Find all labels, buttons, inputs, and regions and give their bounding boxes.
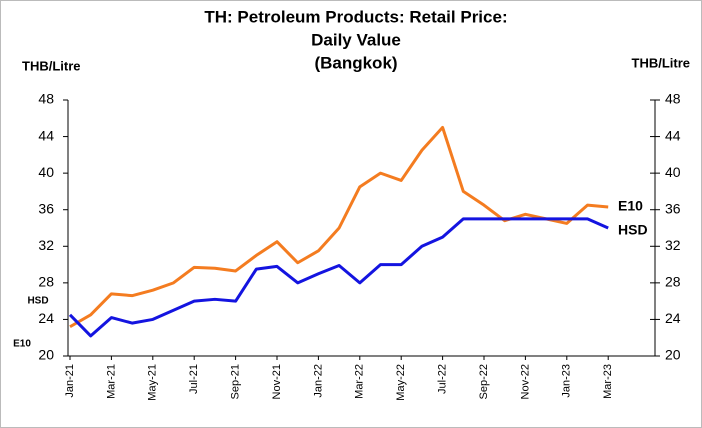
y-tick-label: 48: [38, 91, 54, 107]
y-tick-label: 32: [38, 237, 54, 253]
series-label: E10: [618, 198, 643, 214]
y-tick-label: 20: [38, 347, 54, 363]
x-tick-label: Mar-22: [354, 364, 366, 399]
y2-tick-label: 44: [665, 127, 681, 143]
y-axis-label: THB/Litre: [22, 58, 81, 73]
y2-tick-label: 40: [665, 164, 681, 180]
x-tick-label: Sep-22: [478, 364, 490, 399]
y2-tick-label: 36: [665, 200, 681, 216]
x-tick-label: May-21: [147, 364, 159, 401]
y-tick-label: 44: [38, 127, 54, 143]
y-tick-label: 24: [38, 310, 54, 326]
y2-tick-label: 32: [665, 237, 681, 253]
x-tick-label: Sep-21: [230, 364, 242, 399]
series-label: E10: [13, 339, 31, 350]
x-tick-label: Nov-22: [519, 364, 531, 399]
chart-title: Daily Value: [311, 30, 401, 49]
chart-title: TH: Petroleum Products: Retail Price:: [204, 7, 507, 26]
y2-tick-label: 48: [665, 91, 681, 107]
x-tick-label: Nov-21: [271, 364, 283, 399]
y2-axis-label: THB/Litre: [632, 55, 691, 70]
y2-tick-label: 24: [665, 310, 681, 326]
series-label: HSD: [27, 296, 48, 307]
x-tick-label: Jan-21: [64, 364, 76, 398]
y-tick-label: 40: [38, 164, 54, 180]
x-tick-label: Jul-22: [437, 364, 449, 394]
x-tick-label: Mar-21: [105, 364, 117, 399]
y2-tick-label: 28: [665, 274, 681, 290]
series-line: [69, 125, 609, 329]
x-tick-label: May-22: [395, 364, 407, 401]
x-tick-label: Mar-23: [602, 364, 614, 399]
series-label: HSD: [618, 222, 648, 238]
x-tick-label: Jul-21: [188, 364, 200, 394]
chart-title: (Bangkok): [314, 53, 397, 72]
y-tick-label: 28: [38, 274, 54, 290]
x-tick-label: Jan-22: [312, 364, 324, 398]
x-tick-label: Jan-23: [561, 364, 573, 398]
y-tick-label: 36: [38, 200, 54, 216]
y2-tick-label: 20: [665, 347, 681, 363]
series-line: [68, 217, 609, 338]
